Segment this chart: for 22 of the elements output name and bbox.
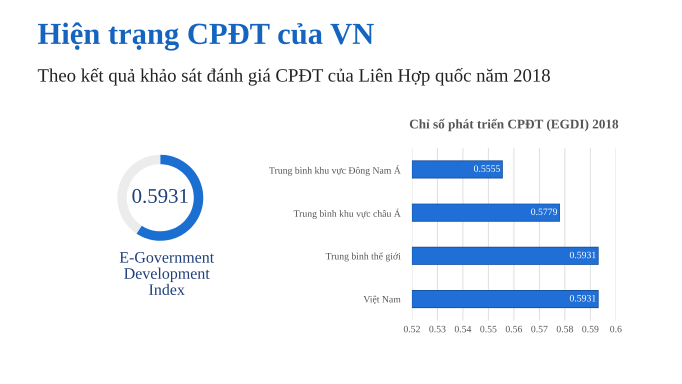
chart-title: Hiện trạng CPĐT của VN: [38, 22, 374, 51]
y-tick-label: Việt Nam: [363, 296, 401, 304]
x-tick-label: 0.57: [531, 326, 548, 332]
y-tick-label: Trung bình khu vực Đông Nam Á: [269, 165, 401, 176]
x-tick-label: 0.59: [582, 326, 598, 332]
data-label: 0.5931: [570, 294, 596, 302]
x-tick-label: 0.54: [454, 326, 472, 332]
x-tick-label: 0.53: [429, 326, 446, 332]
y-tick-label: Trung bình khu vực châu Á: [294, 208, 401, 219]
data-label: 0.5779: [531, 208, 558, 216]
y-tick-label: Trung bình thế giới: [326, 252, 401, 262]
chart-title: Chỉ số phát triển CPĐT (EGDI) 2018: [410, 118, 618, 132]
data-label: 0.5931: [570, 252, 596, 258]
text: Theo kết quả khảo sát đánh giá CPĐT của Liên Hợp quốc năm 2018: [38, 68, 550, 86]
x-tick-label: 0.58: [556, 326, 574, 332]
text: 0.5931: [132, 188, 188, 204]
x-tick-label: 0.56: [506, 326, 522, 332]
x-tick-label: 0.55: [480, 326, 497, 332]
data-label: 0.5555: [474, 165, 500, 172]
x-tick-label: 0.6: [610, 326, 622, 332]
x-tick-label: 0.52: [404, 326, 420, 332]
text: E-Government Development Index: [120, 252, 214, 296]
